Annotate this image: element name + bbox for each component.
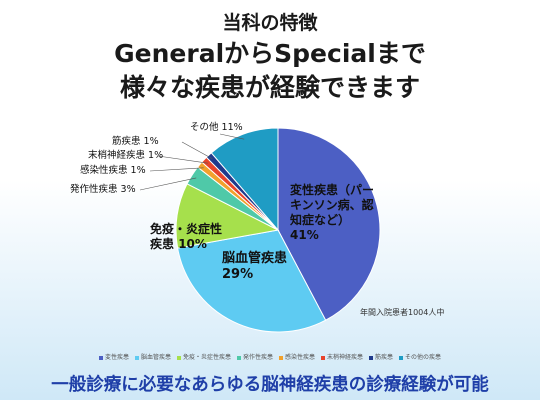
legend: 変性疾患 脳血管疾患 免疫・炎症性疾患 発作性疾患 感染性疾患 末梢神経疾患 筋疾患 その他の… xyxy=(0,352,540,361)
data-label: 発作性疾患 3% xyxy=(70,184,136,196)
legend-label: 筋疾患 xyxy=(375,354,394,361)
leader-line xyxy=(181,141,213,160)
legend-entry: 変性疾患 xyxy=(98,352,129,361)
legend-entry: 末梢神経疾患 xyxy=(321,352,363,361)
label-name: 筋疾患 xyxy=(112,136,141,147)
note: 年間入院患者1004人中 xyxy=(360,308,445,317)
data-label: 感染性疾患 1% xyxy=(80,165,146,177)
legend-entry: 免疫・炎症性疾患 xyxy=(176,352,231,361)
legend-entry: 筋疾患 xyxy=(369,352,393,361)
leader-line xyxy=(157,155,208,164)
label-value: 41% xyxy=(290,228,319,242)
legend-entry: 感染性疾患 xyxy=(279,352,315,361)
pie-slice xyxy=(277,127,381,321)
label-name: 免疫・炎症性疾患 xyxy=(150,222,223,251)
legend-label: その他の疾患 xyxy=(405,354,442,361)
data-label: その他 11% xyxy=(190,122,243,134)
data-label: 変性疾患（パーキンソン病、認知症など） 41% xyxy=(290,183,378,243)
data-label: 筋疾患 1% xyxy=(112,136,159,148)
label-value: 1% xyxy=(143,136,159,147)
legend-label: 末梢神経疾患 xyxy=(327,354,364,361)
legend-swatch xyxy=(279,355,283,360)
legend-label: 感染性疾患 xyxy=(285,354,316,361)
label-name: 末梢神経疾患 xyxy=(88,150,146,161)
legend-swatch xyxy=(176,355,181,360)
legend-swatch xyxy=(399,355,404,360)
legend-entry: 脳血管疾患 xyxy=(134,352,171,361)
label-name: その他 xyxy=(190,122,219,133)
legend-label: 変性疾患 xyxy=(104,354,129,361)
legend-entry: 発作性疾患 xyxy=(236,352,273,361)
data-label: 末梢神経疾患 1% xyxy=(88,150,163,162)
leader-line xyxy=(139,177,197,191)
title-line: 当科の特徴 xyxy=(222,12,318,34)
label-name: 発作性疾患 xyxy=(70,184,118,195)
legend-entry: その他の疾患 xyxy=(399,352,441,361)
label-value: 1% xyxy=(130,165,146,176)
label-name: 脳血管疾患 xyxy=(222,251,288,266)
label-value: 3% xyxy=(120,184,136,195)
label-value: 1% xyxy=(148,150,164,161)
label-value: 11% xyxy=(221,122,243,133)
legend-swatch xyxy=(98,355,103,360)
legend-label: 発作性疾患 xyxy=(242,354,273,361)
legend-swatch xyxy=(321,355,326,360)
label-name: 感染性疾患 xyxy=(80,165,128,176)
legend-swatch xyxy=(369,355,374,360)
label-value: 10% xyxy=(178,237,207,251)
legend-label: 脳血管疾患 xyxy=(140,354,171,361)
data-label: 免疫・炎症性疾患 10% xyxy=(150,222,226,252)
data-label: 脳血管疾患 29% xyxy=(222,251,312,284)
label-name: 変性疾患（パーキンソン病、認知症など） xyxy=(290,183,375,227)
leader-line xyxy=(219,133,245,140)
legend-label: 免疫・炎症性疾患 xyxy=(182,354,231,361)
pie-slice xyxy=(210,127,279,232)
label-value: 29% xyxy=(222,267,254,283)
pie-slice xyxy=(177,229,327,333)
leader-line xyxy=(149,167,204,172)
legend-swatch xyxy=(236,355,241,360)
title-line: 様々な疾患が経験できます xyxy=(119,73,420,102)
footer: 一般診療に必要なあらゆる脳神経疾患の診療経験が可能 xyxy=(51,375,489,395)
title-line: GeneralからSpecialまで xyxy=(114,39,426,68)
legend-swatch xyxy=(134,355,139,360)
